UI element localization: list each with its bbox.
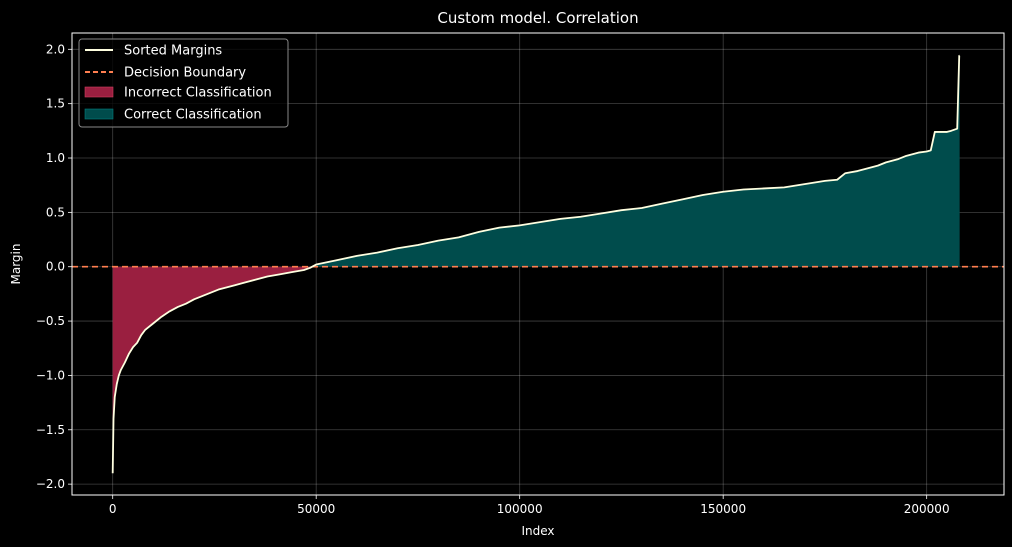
incorrect-classification-area bbox=[112, 266, 313, 474]
plot-frame bbox=[71, 32, 1005, 496]
y-tick-label: −2.0 bbox=[36, 477, 65, 491]
y-tick-label: 0.5 bbox=[46, 205, 65, 219]
y-axis-label: Margin bbox=[9, 244, 23, 285]
y-tick-label: 2.0 bbox=[46, 42, 65, 56]
legend-label-incorrect: Incorrect Classification bbox=[124, 86, 272, 101]
legend-box bbox=[78, 38, 289, 128]
area-fills bbox=[112, 55, 960, 474]
sorted-margins-line bbox=[111, 54, 961, 474]
y-tick-label: 1.5 bbox=[46, 97, 65, 111]
x-tick-label: 0 bbox=[109, 502, 117, 516]
legend-swatch-correct bbox=[84, 108, 114, 120]
y-tick-label: −0.5 bbox=[36, 314, 65, 328]
y-tick-label: −1.0 bbox=[36, 368, 65, 382]
x-axis-label: Index bbox=[521, 524, 554, 538]
x-tick-label: 50000 bbox=[297, 502, 335, 516]
correct-classification-area bbox=[312, 55, 960, 267]
legend: Sorted Margins Decision Boundary Incorre… bbox=[78, 38, 289, 128]
x-axis-ticks: 0 50000 100000 150000 200000 bbox=[109, 495, 950, 516]
legend-label-decision-boundary: Decision Boundary bbox=[124, 66, 246, 81]
chart-title: Custom model. Correlation bbox=[437, 9, 638, 27]
x-tick-label: 150000 bbox=[700, 502, 746, 516]
x-tick-label: 200000 bbox=[904, 502, 950, 516]
x-tick-label: 100000 bbox=[497, 502, 543, 516]
legend-label-sorted-margins: Sorted Margins bbox=[124, 44, 222, 59]
y-tick-label: −1.5 bbox=[36, 423, 65, 437]
legend-swatch-incorrect bbox=[84, 86, 114, 98]
y-tick-label: 1.0 bbox=[46, 151, 65, 165]
legend-label-correct: Correct Classification bbox=[124, 108, 262, 123]
y-axis-ticks: −2.0 −1.5 −1.0 −0.5 0.0 0.5 1.0 1.5 2.0 bbox=[36, 42, 72, 491]
y-tick-label: 0.0 bbox=[46, 260, 65, 274]
series-lines bbox=[72, 54, 1004, 474]
